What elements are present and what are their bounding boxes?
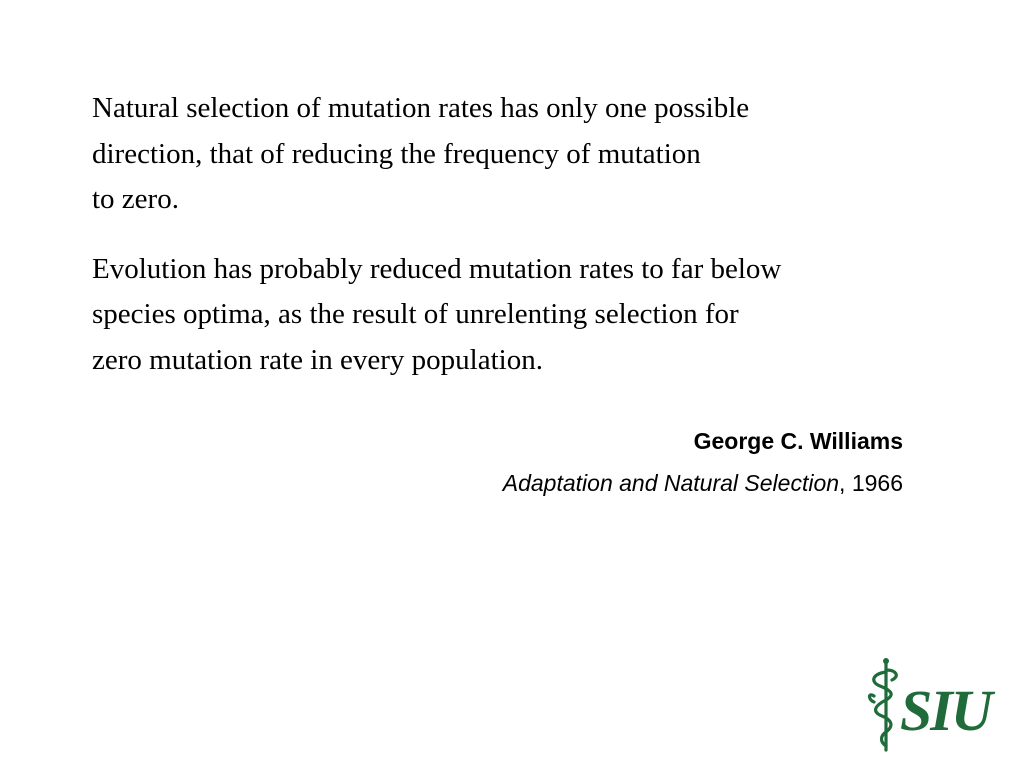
quote-line: Evolution has probably reduced mutation … <box>92 252 782 285</box>
quote-block: Natural selection of mutation rates has … <box>92 86 922 383</box>
quote-line: zero mutation rate in every population. <box>92 343 543 376</box>
book-title: Adaptation and Natural Selection <box>502 470 840 496</box>
quote-paragraph-2: Evolution has probably reduced mutation … <box>92 247 922 384</box>
attribution: George C. Williams Adaptation and Natura… <box>503 420 903 504</box>
quote-line: to zero. <box>92 183 179 215</box>
publication-year: , 1966 <box>839 470 903 496</box>
siu-logo-graphic: SIU <box>867 658 998 752</box>
source-citation: Adaptation and Natural Selection, 1966 <box>503 462 903 504</box>
quote-line: Natural selection of mutation rates has … <box>92 92 750 124</box>
author-name: George C. Williams <box>693 428 903 454</box>
quote-line: species optima, as the result of unrelen… <box>92 298 739 330</box>
quote-paragraph-1: Natural selection of mutation rates has … <box>92 86 922 223</box>
quote-line: direction, that of reducing the frequenc… <box>92 137 701 170</box>
siu-logo: SIU <box>866 656 1006 754</box>
caduceus-icon <box>867 658 898 752</box>
logo-text: SIU <box>900 678 996 743</box>
